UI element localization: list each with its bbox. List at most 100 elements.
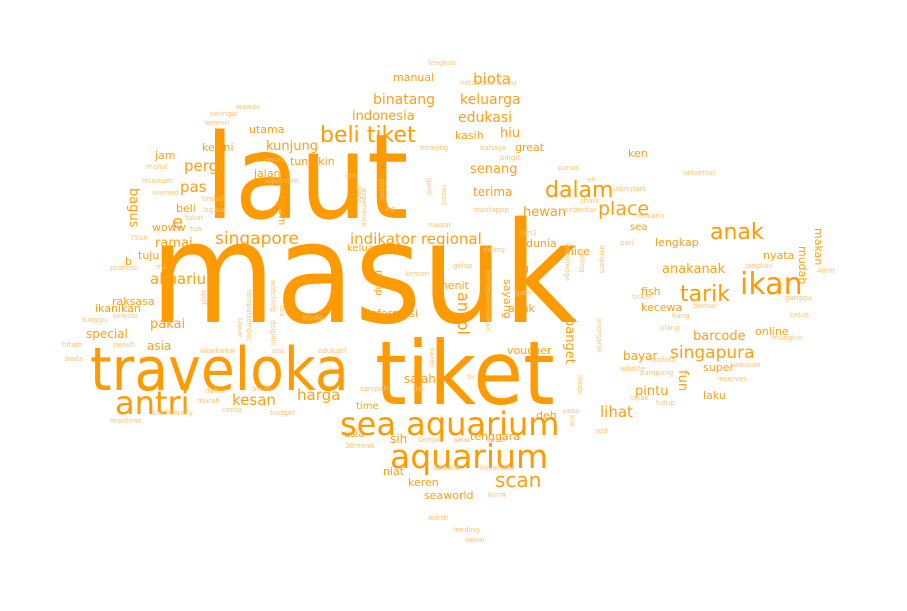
word: hitam [62, 341, 83, 349]
word: tenggara [470, 430, 521, 443]
word: sea aquarium [340, 405, 560, 443]
word: indikator regional [350, 230, 482, 248]
word: learned [152, 189, 179, 197]
word: gelap [453, 262, 473, 270]
word: special [86, 327, 128, 341]
word: jam [155, 149, 176, 162]
word: anakanak [662, 262, 726, 277]
word: e [172, 212, 184, 233]
word: karen [428, 348, 436, 368]
word: tiket [375, 322, 555, 425]
word: dalam [545, 178, 614, 203]
word: anak [710, 220, 764, 245]
word: ganggu [785, 294, 812, 302]
word: budget [270, 409, 295, 417]
word: informasi [367, 307, 419, 320]
word: mantappp [473, 206, 509, 214]
word: belah [252, 385, 272, 393]
word: aquarium [390, 437, 549, 476]
word: asia [147, 339, 172, 353]
word: tunggu [82, 316, 107, 324]
word: menit [437, 279, 469, 292]
word: super [703, 361, 734, 374]
word: hang [672, 312, 690, 320]
word: kemari [405, 270, 430, 278]
word: traveloka [90, 335, 349, 405]
word: keluarga [460, 92, 521, 108]
word: biota [473, 70, 511, 88]
word: kiik [568, 415, 576, 427]
word: 40mt [817, 267, 836, 275]
word: sih [390, 432, 408, 446]
word: senang [470, 162, 518, 177]
word: masuk [150, 193, 578, 356]
word: penuh [113, 341, 136, 349]
word: banget [562, 318, 577, 364]
word: antri [115, 384, 190, 422]
word: time [356, 401, 379, 412]
word: raksasa [112, 295, 155, 308]
word: deh [536, 409, 557, 422]
word: makan [812, 228, 825, 266]
word: utama [249, 123, 285, 136]
word: kecewa [641, 301, 683, 314]
word: maritime [110, 417, 142, 425]
word: keren [408, 476, 439, 489]
word: voucher [507, 344, 552, 357]
word: hiu [500, 126, 521, 141]
word: akuarium [150, 270, 221, 288]
word: bingit [500, 154, 520, 162]
word: edukatif [318, 347, 347, 355]
word: timbul [202, 195, 225, 203]
word: pakai [150, 317, 186, 332]
word: laku [703, 389, 726, 402]
word: tutup [656, 399, 675, 407]
word: kunjung [266, 139, 318, 154]
word: dewasa [433, 464, 460, 472]
word: emejing [420, 144, 449, 152]
word: tuju [138, 249, 160, 262]
word: mungkin [772, 334, 803, 342]
word: ticket [632, 293, 652, 301]
word: ikan [740, 267, 803, 302]
word: barcode [693, 329, 746, 344]
word: dunia [526, 237, 557, 250]
word: woww [152, 221, 186, 234]
word: harga [297, 386, 341, 404]
word: pergi [184, 157, 223, 175]
word: experience [360, 188, 368, 227]
word: tamu [498, 79, 517, 87]
word: tunjukin [290, 155, 335, 168]
word: kawasan [730, 361, 761, 369]
word: fotofoto [648, 356, 676, 364]
word: sebentar [565, 206, 597, 214]
word: resort [440, 185, 448, 206]
word: shark [580, 197, 600, 205]
word: museum [142, 177, 173, 185]
word: nice [567, 245, 590, 258]
word: kacamata [480, 464, 515, 472]
word: ruuaar [428, 221, 452, 229]
word: bagus [126, 188, 141, 228]
word: kerenn [205, 119, 230, 127]
word: ulang [660, 324, 680, 332]
word: beli tiket [320, 123, 416, 148]
word: ma [156, 263, 168, 271]
word: ancol [454, 292, 473, 335]
word: wawas [236, 103, 260, 111]
word: edukasi [458, 110, 512, 126]
word: wkwkwkw [200, 347, 236, 355]
word: sayang [501, 279, 514, 319]
word: selesai [113, 312, 138, 320]
word: doang [483, 246, 505, 254]
word: spot [200, 290, 208, 306]
word: 75an [130, 234, 148, 242]
word: seaworld [424, 489, 474, 502]
word: vip [385, 205, 396, 213]
word: sampah [360, 385, 388, 393]
word: nyata [763, 249, 795, 262]
word: tu [467, 373, 475, 381]
word: anorganik [595, 318, 603, 353]
word: lengkao [428, 59, 456, 67]
